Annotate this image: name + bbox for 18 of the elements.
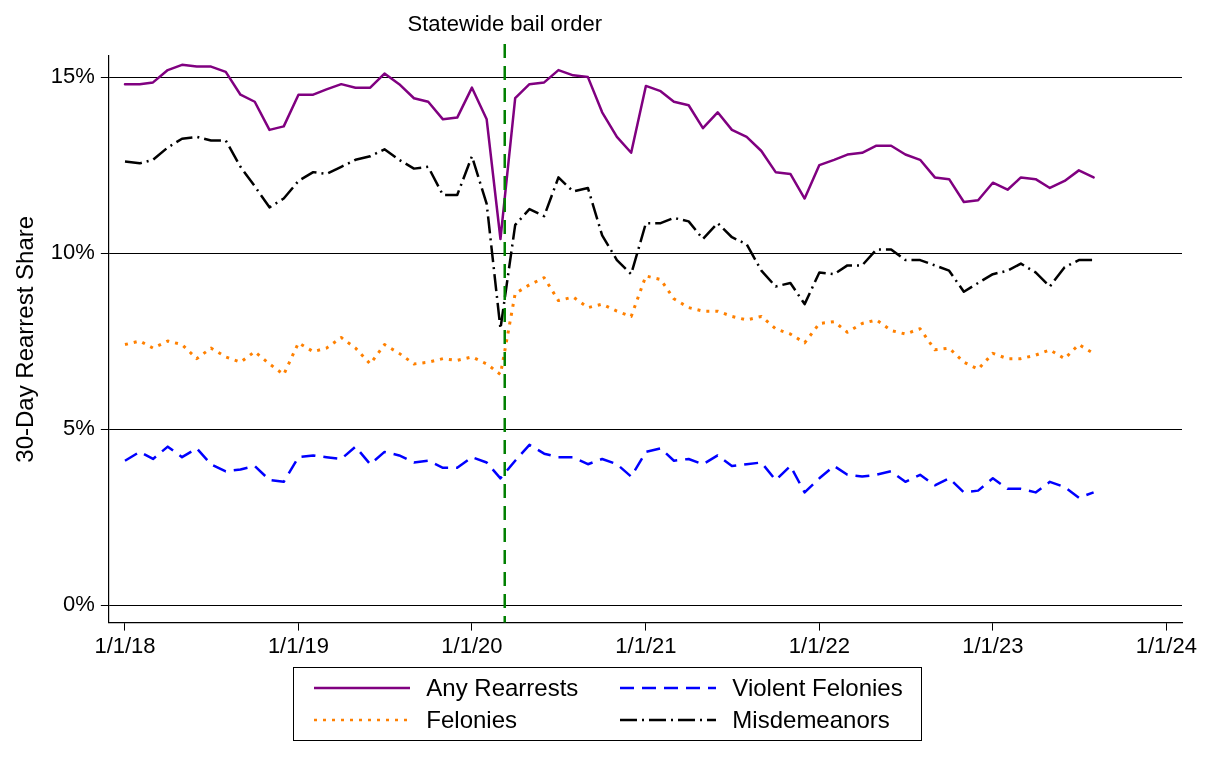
x-tick-label: 1/1/22 (788, 632, 850, 658)
x-tick-label: 1/1/21 (615, 632, 677, 658)
x-tick-label: 1/1/20 (441, 632, 503, 658)
legend-label: Felonies (426, 706, 518, 734)
y-axis-title: 30-Day Rearrest Share (11, 215, 39, 463)
y-tick-label: 5% (63, 415, 95, 441)
y-tick-label: 15% (50, 63, 95, 89)
legend-label: Any Rearrests (426, 674, 579, 702)
x-tick-label: 1/1/18 (94, 632, 156, 658)
line-series (123, 443, 1095, 499)
legend-label: Violent Felonies (732, 674, 903, 702)
x-tick-label: 1/1/24 (1135, 632, 1197, 658)
y-tick-label: 10% (50, 239, 95, 265)
y-tick-label: 0% (63, 591, 95, 617)
x-tick-label: 1/1/19 (267, 632, 330, 658)
x-tick-label: 1/1/23 (962, 632, 1024, 658)
legend-label: Misdemeanors (732, 706, 890, 734)
ref-line-label: Statewide bail order (407, 11, 602, 37)
